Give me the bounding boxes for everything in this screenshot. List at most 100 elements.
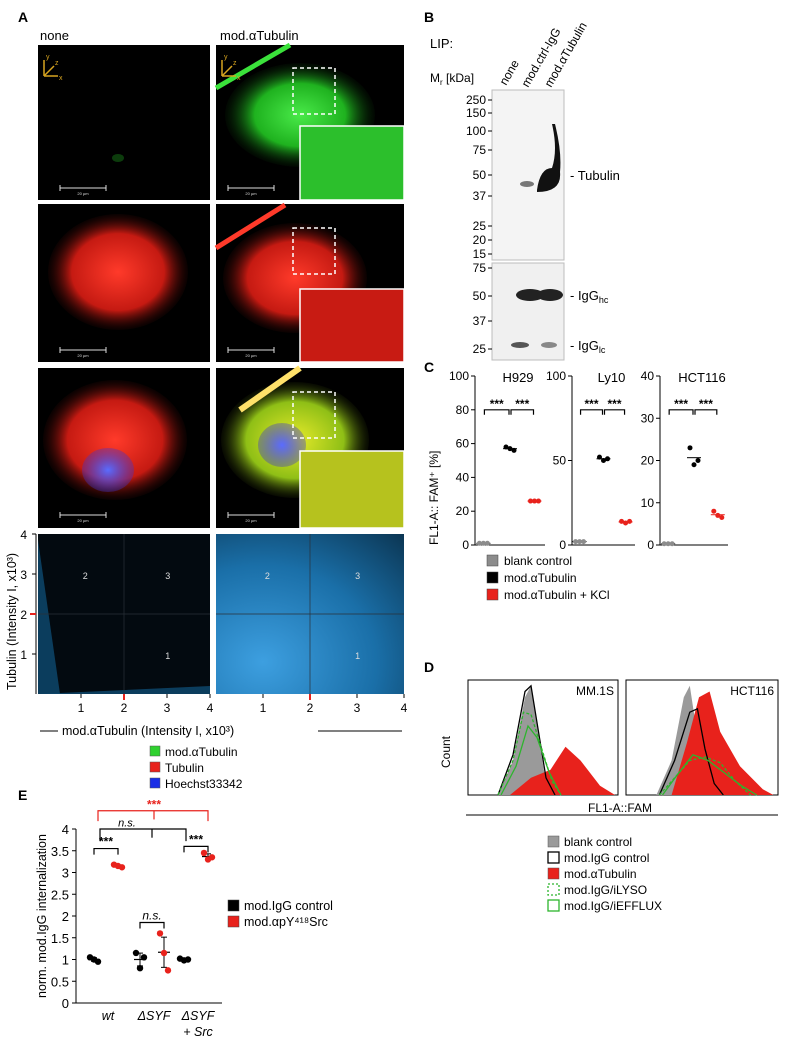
e-data-point (200, 849, 208, 857)
igg-lc-band-ctrl (511, 342, 529, 348)
zoom-box (292, 67, 336, 115)
c-ytick-label: 40 (456, 470, 470, 484)
e-ytick-label: 3.5 (51, 844, 69, 859)
c-ytick-label: 40 (641, 369, 655, 383)
c-sig-label: *** (699, 397, 713, 411)
c-sig-bracket (668, 409, 694, 415)
axis-x-letter: x (59, 75, 63, 82)
quadrant-label-2: 2 (265, 571, 270, 581)
d-subplot-title: HCT116 (730, 684, 774, 698)
c-data-point (581, 539, 587, 545)
d-hist-mod-tubulin (671, 691, 774, 795)
e-data-point (208, 854, 216, 861)
legend-label: Tubulin (165, 761, 204, 775)
quadrant-label-2: 2 (83, 571, 88, 581)
scatter-ytick-label: 4 (20, 528, 27, 542)
c-data-point (687, 445, 693, 451)
c-data-point (605, 456, 610, 462)
c-legend-label: mod.αTubulin + KCl (504, 588, 610, 602)
column-label-mod-tubulin: mod.αTubulin (220, 28, 299, 43)
panel-e-label: E (18, 787, 27, 803)
c-ytick-label: 30 (641, 411, 655, 425)
c-subplot-title: Ly10 (598, 370, 626, 385)
panel-d-ylabel: Count (439, 735, 453, 768)
axis-z-letter: z (55, 60, 59, 67)
e-data-point (164, 967, 172, 974)
d-hist-ilyso (497, 711, 562, 796)
scatter-xtick-label: 1 (78, 701, 85, 715)
e-data-point (156, 930, 164, 937)
mw-marker-label: 15 (473, 247, 487, 261)
axis-y-letter: y (224, 54, 228, 61)
d-legend-label: mod.IgG/iEFFLUX (564, 899, 662, 913)
faint-signal (112, 154, 124, 162)
merge-streak (238, 365, 302, 413)
e-sig-bracket (99, 828, 187, 842)
panel-c-label: C (424, 359, 434, 375)
c-data-point (619, 518, 625, 524)
mw-marker-label: 20 (473, 233, 487, 247)
e-category-label: ΔSYF (181, 1009, 216, 1023)
mw-marker-label: 50 (473, 289, 487, 303)
e-data-point (160, 949, 168, 957)
mw-marker-label: 100 (466, 124, 486, 138)
scatter-ytick-label: 2 (20, 608, 27, 622)
scatter-xtick-label: 3 (354, 701, 361, 715)
band-label-igg-lc: - IgGlc (570, 338, 606, 355)
c-data-point (627, 518, 633, 524)
e-sig-bracket (139, 921, 165, 929)
e-sig-label: n.s. (142, 909, 161, 923)
c-data-point (573, 539, 579, 545)
legend-swatch (149, 777, 161, 789)
band-label-tubulin: - Tubulin (570, 168, 620, 183)
quadrant-label-1: 1 (355, 651, 360, 661)
e-category-label: wt (102, 1009, 115, 1023)
legend-swatch (149, 761, 161, 773)
scale-bar-text: 20 µm (245, 191, 257, 196)
e-ylabel: norm. mod.IgG internalization (35, 834, 49, 998)
c-legend-swatch (486, 588, 499, 601)
e-legend-label: mod.IgG control (244, 899, 333, 913)
column-label-none: none (40, 28, 69, 43)
c-subplot-title: H929 (502, 370, 533, 385)
e-data-point (184, 956, 192, 963)
c-sig-bracket (483, 409, 510, 415)
panel-d-xlabel: FL1-A::FAM (588, 801, 652, 815)
c-legend-label: blank control (504, 554, 572, 568)
e-category-label: ΔSYF (137, 1009, 172, 1023)
c-sig-label: *** (490, 397, 504, 411)
c-data-point (536, 498, 541, 504)
c-legend-swatch (486, 571, 499, 584)
panel-d-label: D (424, 659, 434, 675)
d-legend-swatch (547, 835, 560, 848)
igg-lc-band-mod (541, 342, 557, 348)
e-sig-label: *** (99, 835, 113, 849)
axis-z-letter: z (233, 60, 237, 67)
d-hist-iefflux (500, 724, 562, 796)
merge-cell (43, 380, 187, 500)
c-ytick-label: 10 (641, 496, 655, 510)
panel-a-label: A (18, 9, 28, 25)
e-legend-swatch (227, 915, 240, 928)
scatter-xtick-label: 3 (164, 701, 171, 715)
nucleus-mod (258, 423, 306, 467)
c-data-point (715, 512, 721, 518)
c-data-point (532, 498, 537, 504)
d-legend-label: mod.αTubulin (564, 867, 637, 881)
c-data-point (695, 458, 701, 463)
d-legend-label: mod.IgG control (564, 851, 649, 865)
e-sig-label: n.s. (118, 817, 136, 829)
inset-red (299, 288, 405, 363)
e-data-point (94, 958, 102, 965)
c-data-point (476, 540, 482, 546)
c-ytick-label: 0 (647, 538, 654, 552)
scale-bar-text: 20 µm (77, 191, 89, 196)
c-data-point (661, 541, 667, 547)
c-sig-label: *** (608, 397, 622, 411)
c-ytick-label: 20 (641, 454, 655, 468)
mw-marker-label: 250 (466, 93, 486, 107)
legend-label: mod.αTubulin (165, 745, 238, 759)
tubulin-band (537, 124, 561, 192)
e-data-point (136, 965, 144, 972)
